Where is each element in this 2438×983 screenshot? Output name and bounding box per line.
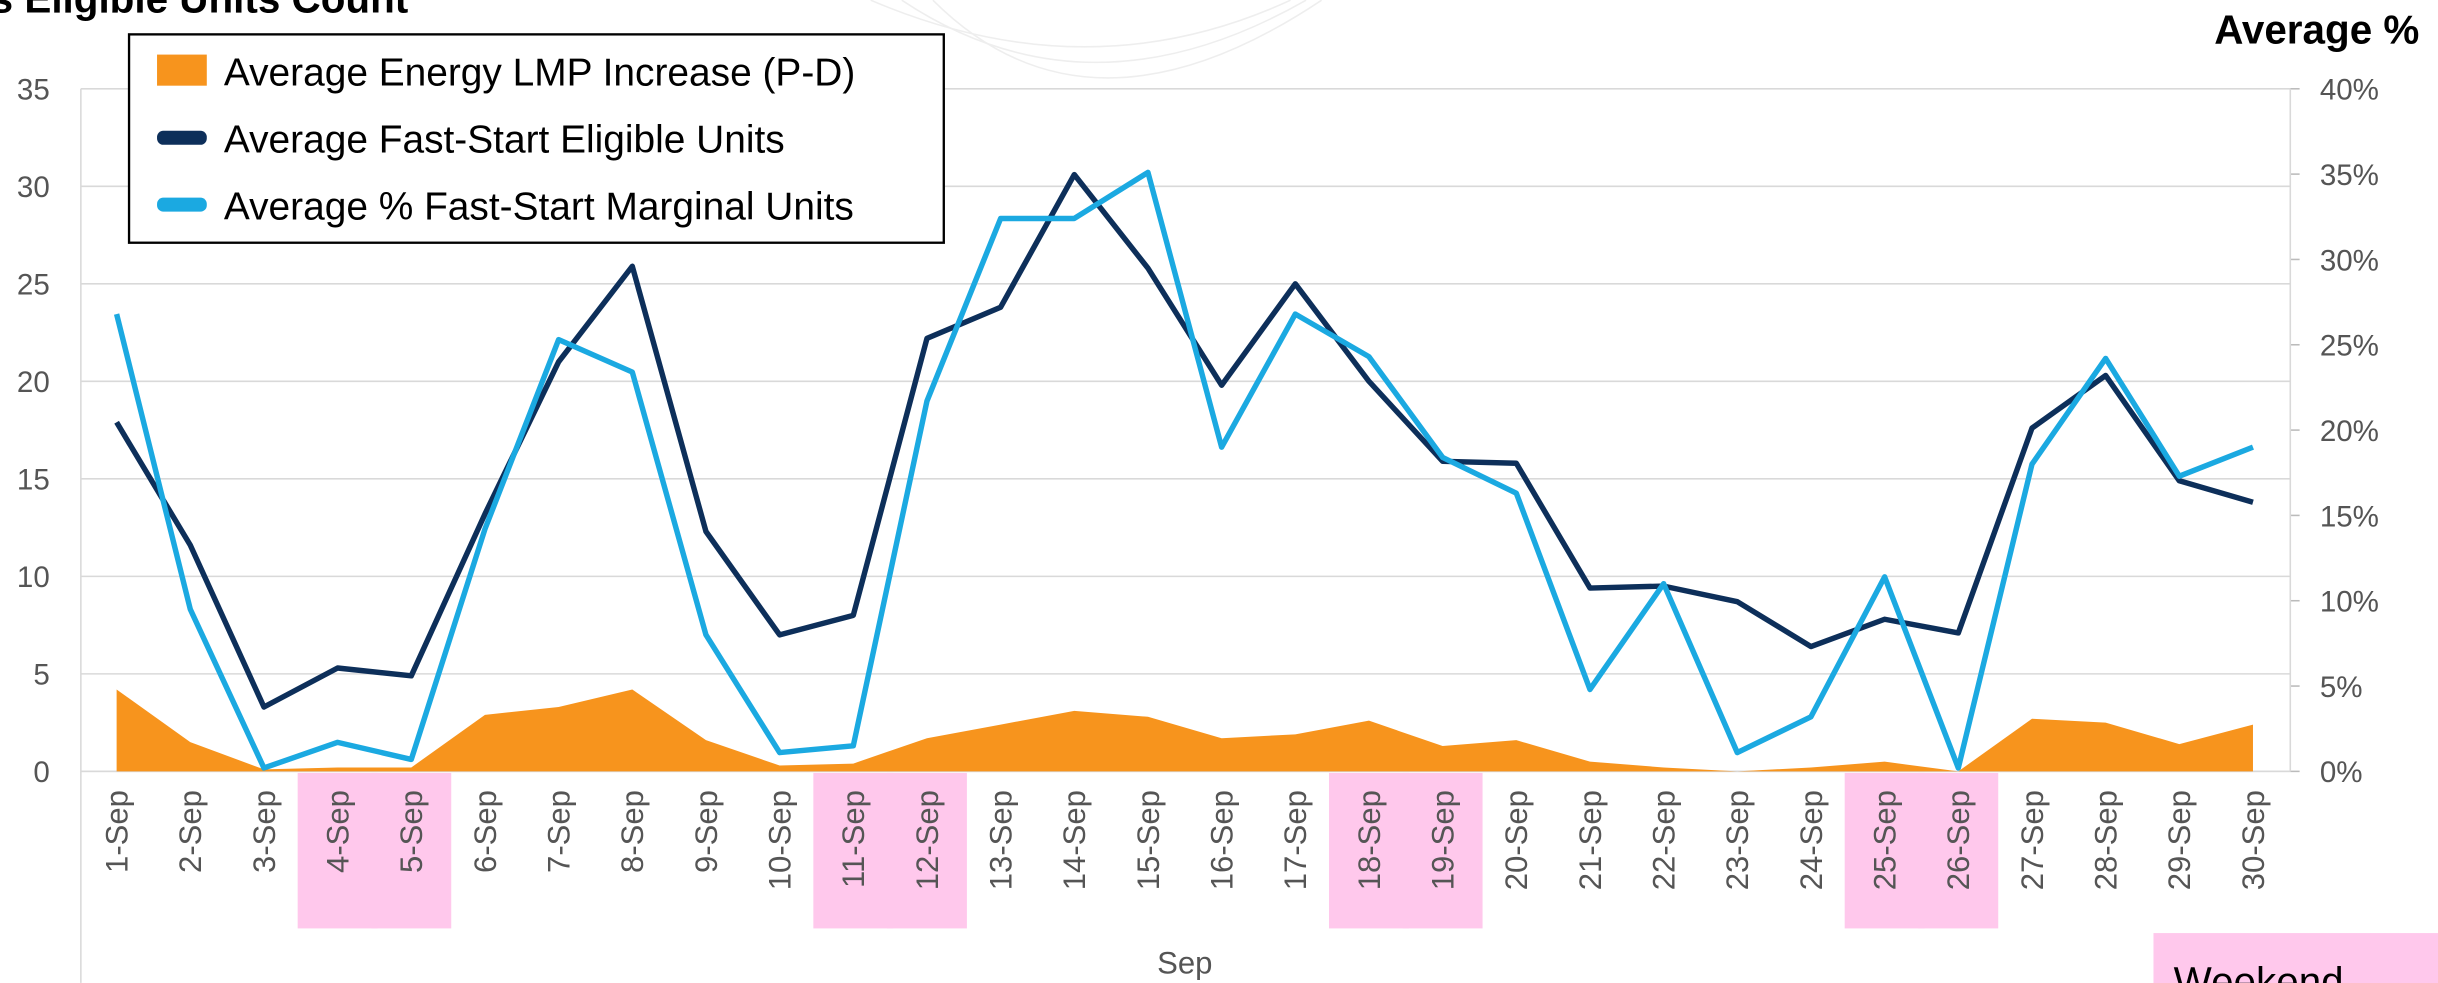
y2-tick-label: 40% — [2320, 74, 2379, 107]
x-tick-label: 5-Sep — [394, 790, 429, 873]
background-decoration — [870, 0, 1323, 79]
y2-tick-label: 20% — [2320, 415, 2379, 448]
legend-swatch — [157, 130, 207, 145]
x-tick-label: 14-Sep — [1057, 790, 1092, 890]
weekend-shade — [1844, 772, 1925, 929]
legend-label: Average Fast-Start Eligible Units — [224, 119, 785, 162]
y2-tick-label: 30% — [2320, 244, 2379, 277]
x-tick-label: 15-Sep — [1131, 790, 1166, 890]
x-tick-label: 9-Sep — [689, 790, 724, 873]
y2-tick-label: 5% — [2320, 671, 2363, 704]
x-tick-label: 30-Sep — [2236, 790, 2271, 890]
x-tick-label: 17-Sep — [1278, 790, 1313, 890]
x-tick-label: 26-Sep — [1941, 790, 1976, 890]
x-tick-label: 11-Sep — [836, 790, 871, 888]
y2-tick-label: 15% — [2320, 500, 2379, 533]
y2-tick-label: 10% — [2320, 586, 2379, 619]
x-tick-label: 16-Sep — [1205, 790, 1240, 890]
y2-title: Average % — [2214, 7, 2419, 53]
x-axis-title: Sep — [1157, 946, 1212, 981]
y-tick-label: 5 — [33, 659, 49, 692]
x-tick-label: 23-Sep — [1720, 790, 1755, 890]
x-tick-label: 12-Sep — [910, 790, 945, 890]
weekend-legend-label: Weekend — [2174, 958, 2344, 983]
weekend-legend-box — [2153, 933, 2438, 983]
x-tick-label: 19-Sep — [1426, 790, 1461, 890]
x-tick-label: 29-Sep — [2162, 790, 2197, 890]
y-tick-label: 10 — [17, 561, 50, 594]
weekend-shade — [371, 772, 452, 929]
x-tick-label: 13-Sep — [984, 790, 1019, 890]
y2-tick-label: 25% — [2320, 330, 2379, 363]
legend-box — [127, 33, 945, 244]
x-tick-label: 20-Sep — [1499, 790, 1534, 890]
line — [114, 171, 2254, 710]
legend-label: Average Energy LMP Increase (P-D) — [224, 52, 855, 95]
x-tick-label: 4-Sep — [321, 790, 356, 873]
x-tick-label: 7-Sep — [542, 790, 577, 873]
x-tick-label: 8-Sep — [615, 790, 650, 873]
weekend-shade — [887, 772, 967, 929]
y-tick-label: 35 — [17, 74, 50, 107]
weekend-shade — [297, 772, 378, 929]
legend-swatch — [157, 54, 207, 86]
x-tick-label: 21-Sep — [1573, 790, 1608, 890]
line — [113, 169, 2254, 771]
x-tick-label: 25-Sep — [1868, 790, 1903, 890]
weekend-shade — [1402, 772, 1483, 929]
x-tick-label: 24-Sep — [1794, 790, 1829, 890]
x-tick-label: 18-Sep — [1352, 790, 1387, 890]
y2-tick-label: 0% — [2320, 756, 2363, 789]
y-tick-label: 25 — [17, 269, 50, 302]
y2-tick-label: 35% — [2320, 159, 2379, 192]
weekend-shade — [1918, 772, 1999, 929]
weekend-shade — [1329, 772, 1409, 929]
legend-label: Average % Fast-Start Marginal Units — [224, 185, 854, 228]
x-tick-label: 28-Sep — [2089, 790, 2124, 890]
area — [116, 689, 2253, 772]
legend-swatch — [157, 197, 207, 212]
x-tick-label: 2-Sep — [173, 790, 208, 873]
y-tick-label: 20 — [17, 366, 50, 399]
y-tick-label: 30 — [17, 171, 50, 204]
weekend-shade — [813, 772, 894, 929]
x-tick-label: 27-Sep — [2015, 790, 2050, 890]
x-tick-label: 1-Sep — [99, 790, 134, 873]
y-tick-label: 15 — [17, 464, 50, 497]
x-tick-label: 22-Sep — [1647, 790, 1682, 890]
x-tick-label: 3-Sep — [247, 790, 282, 873]
x-tick-label: 6-Sep — [468, 790, 503, 873]
x-tick-label: 10-Sep — [763, 790, 798, 890]
y-tick-label: 0 — [33, 756, 49, 789]
chart-title: s Eligible Units Count — [0, 0, 408, 22]
